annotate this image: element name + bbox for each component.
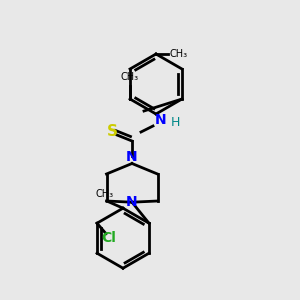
- Text: S: S: [107, 124, 118, 140]
- Text: Cl: Cl: [102, 231, 116, 245]
- Text: N: N: [155, 113, 166, 127]
- Text: N: N: [126, 195, 138, 209]
- Text: CH₃: CH₃: [96, 189, 114, 199]
- Text: N: N: [126, 151, 138, 164]
- Text: CH₃: CH₃: [169, 49, 188, 59]
- Text: H: H: [171, 116, 180, 130]
- Text: CH₃: CH₃: [121, 73, 139, 82]
